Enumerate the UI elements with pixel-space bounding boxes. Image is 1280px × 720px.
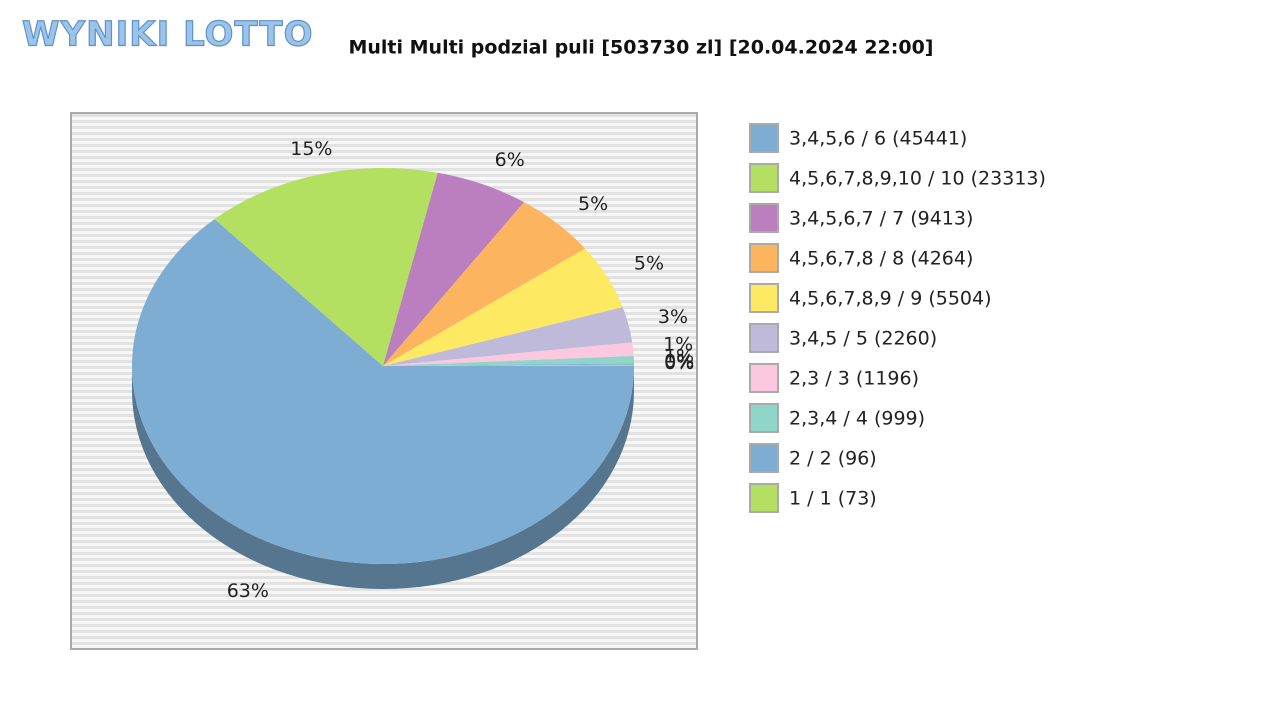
slice (383, 356, 634, 366)
chart-title: Multi Multi podzial puli [503730 zl] [20… (348, 37, 933, 59)
slice (383, 248, 623, 366)
slice (383, 364, 634, 366)
pie: 63%15% 6%5%5%3%1%1%0%0% (132, 138, 694, 602)
legend-swatch (749, 323, 779, 353)
legend-label: 1 / 1 (73) (789, 488, 877, 510)
legend-swatch (749, 363, 779, 393)
legend-label: 2,3,4 / 4 (999) (789, 408, 925, 430)
legend-label: 4,5,6,7,8,9,10 / 10 (23313) (789, 168, 1046, 190)
legend-swatch (749, 243, 779, 273)
legend-swatch (749, 443, 779, 473)
slice (132, 219, 634, 564)
slice (383, 172, 525, 366)
legend-label: 2,3 / 3 (1196) (789, 368, 919, 390)
slice-label: 15% (290, 138, 332, 160)
slice-label: 1% (664, 346, 694, 368)
legend-label: 4,5,6,7,8 / 8 (4264) (789, 248, 973, 270)
legend-swatch (749, 163, 779, 193)
logo: WYNIKI LOTTO (22, 15, 314, 55)
legend-swatch (749, 203, 779, 233)
slice (383, 342, 634, 366)
slice-label: 63% (227, 580, 269, 602)
legend-label: 3,4,5,6,7 / 7 (9413) (789, 208, 973, 230)
legend-swatch (749, 483, 779, 513)
legend-label: 3,4,5,6 / 6 (45441) (789, 128, 967, 150)
legend-label: 2 / 2 (96) (789, 448, 877, 470)
legend-swatch (749, 403, 779, 433)
slice-label: 5% (578, 193, 608, 215)
slice (383, 307, 633, 366)
slice (383, 202, 586, 366)
slice-label: 0% (664, 350, 694, 372)
slice-label: 5% (634, 252, 664, 274)
slice-label: 1% (663, 334, 693, 356)
slice (383, 363, 634, 366)
slice-label: 0% (664, 352, 694, 374)
legend-swatch (749, 283, 779, 313)
legend-swatch (749, 123, 779, 153)
legend: 3,4,5,6 / 6 (45441) 4,5,6,7,8,9,10 / 10 (… (749, 123, 1046, 513)
slice-label: 3% (658, 306, 688, 328)
slice (214, 168, 438, 366)
legend-label: 4,5,6,7,8,9 / 9 (5504) (789, 288, 992, 310)
slice-label: 6% (495, 149, 525, 171)
legend-label: 3,4,5 / 5 (2260) (789, 328, 937, 350)
